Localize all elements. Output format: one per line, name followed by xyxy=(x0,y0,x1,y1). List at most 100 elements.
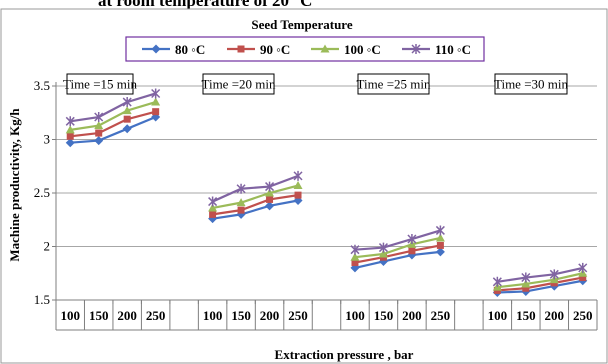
data-point xyxy=(152,108,160,116)
data-point xyxy=(65,116,75,127)
data-point xyxy=(492,276,502,287)
data-point xyxy=(350,252,360,261)
x-tick-label: 200 xyxy=(260,308,280,323)
group-label-box xyxy=(202,73,275,95)
x-tick-label: 100 xyxy=(488,308,508,323)
data-point xyxy=(94,121,104,130)
legend-label: 100 ◦C xyxy=(344,42,381,57)
data-point xyxy=(549,269,559,280)
series-line xyxy=(70,100,156,131)
x-tick-label: 150 xyxy=(374,308,394,323)
series-line xyxy=(212,174,299,203)
data-point xyxy=(65,125,75,134)
group-label-2: Time =20 min xyxy=(201,73,276,95)
data-point xyxy=(436,241,444,249)
series-4 xyxy=(65,88,588,287)
data-point xyxy=(94,136,104,146)
data-point xyxy=(237,206,245,214)
data-point xyxy=(378,242,388,253)
legend: 80 ◦C 90 ◦C 100 ◦C 110 ◦C xyxy=(125,36,485,62)
data-point xyxy=(236,183,246,194)
x-tick-label: 250 xyxy=(288,308,308,323)
data-point xyxy=(209,210,217,218)
y-tick-label: 1.5 xyxy=(34,292,50,307)
data-point xyxy=(122,97,132,108)
data-point xyxy=(208,203,218,212)
data-point xyxy=(66,132,74,140)
legend-item-1: 80 ◦C xyxy=(142,42,205,57)
data-point xyxy=(522,284,530,292)
axes xyxy=(52,82,598,331)
group-label-1: Time =15 min xyxy=(63,73,138,95)
chart-frame xyxy=(0,8,608,364)
series-layer xyxy=(65,88,588,298)
legend-item-4: 110 ◦C xyxy=(402,42,471,57)
x-tick-label: 200 xyxy=(545,308,565,323)
legend-marker xyxy=(151,44,161,54)
legend-item-2: 90 ◦C xyxy=(227,42,290,57)
x-tick-label: 200 xyxy=(402,308,422,323)
x-tick-label: 200 xyxy=(117,308,137,323)
data-point xyxy=(351,259,359,267)
data-point xyxy=(407,234,417,245)
x-axis-label: Extraction pressure , bar xyxy=(275,347,414,362)
group-label-text: Time =15 min xyxy=(63,77,138,92)
data-point xyxy=(265,188,275,197)
legend-label: 80 ◦C xyxy=(175,42,205,57)
data-point xyxy=(265,201,275,211)
y-tick-label: 3 xyxy=(44,132,51,147)
series-line xyxy=(354,250,441,269)
data-point xyxy=(378,249,388,258)
data-point xyxy=(265,181,275,192)
x-tick-label: 250 xyxy=(573,308,593,323)
data-point xyxy=(408,247,416,255)
series-line xyxy=(70,92,156,123)
data-point xyxy=(435,225,445,236)
series-line xyxy=(497,272,584,289)
group-label-4: Time =30 min xyxy=(494,73,569,95)
series-line xyxy=(354,229,441,251)
data-point xyxy=(123,115,131,123)
x-tick-label: 100 xyxy=(345,308,365,323)
series-line xyxy=(212,194,299,216)
data-point xyxy=(293,181,303,190)
series-line xyxy=(354,236,441,259)
group-label-3: Time =25 min xyxy=(356,73,431,95)
y-tick-label: 2.5 xyxy=(34,185,50,200)
data-point xyxy=(294,191,302,199)
series-line xyxy=(212,184,299,210)
group-label-box xyxy=(66,73,134,95)
data-point xyxy=(94,112,104,123)
data-point xyxy=(151,88,161,99)
page-header-text: at room temperature of 20 °C xyxy=(98,0,312,10)
series-line xyxy=(497,276,583,292)
y-tick-labels: 1.5 2 2.5 3 3.5 xyxy=(34,78,50,307)
data-point xyxy=(350,244,360,255)
y-tick-label: 2 xyxy=(44,239,51,254)
x-tick-label: 150 xyxy=(89,308,109,323)
y-axis-label: Machine productivity, Kg/h xyxy=(7,108,22,262)
data-point xyxy=(122,124,132,134)
legend-marker xyxy=(411,44,421,54)
data-point xyxy=(435,233,445,242)
series-line xyxy=(497,266,584,283)
group-label-text: Time =20 min xyxy=(201,77,276,92)
legend-marker xyxy=(237,45,245,53)
data-point xyxy=(65,138,75,148)
data-point xyxy=(266,195,274,203)
data-point xyxy=(208,196,218,207)
group-label-box xyxy=(494,73,568,95)
legend-marker xyxy=(320,44,330,53)
data-point xyxy=(578,262,588,273)
legend-label: 110 ◦C xyxy=(435,42,471,57)
series-line xyxy=(354,244,441,264)
x-tick-label: 100 xyxy=(60,308,80,323)
series-line xyxy=(70,110,156,138)
group-label-box xyxy=(357,73,430,95)
data-point xyxy=(236,198,246,207)
group-labels: Time =15 min Time =20 min Time =25 min Time… xyxy=(63,73,569,95)
data-point xyxy=(521,272,531,283)
series-line xyxy=(212,199,299,220)
legend-item-3: 100 ◦C xyxy=(311,42,381,57)
